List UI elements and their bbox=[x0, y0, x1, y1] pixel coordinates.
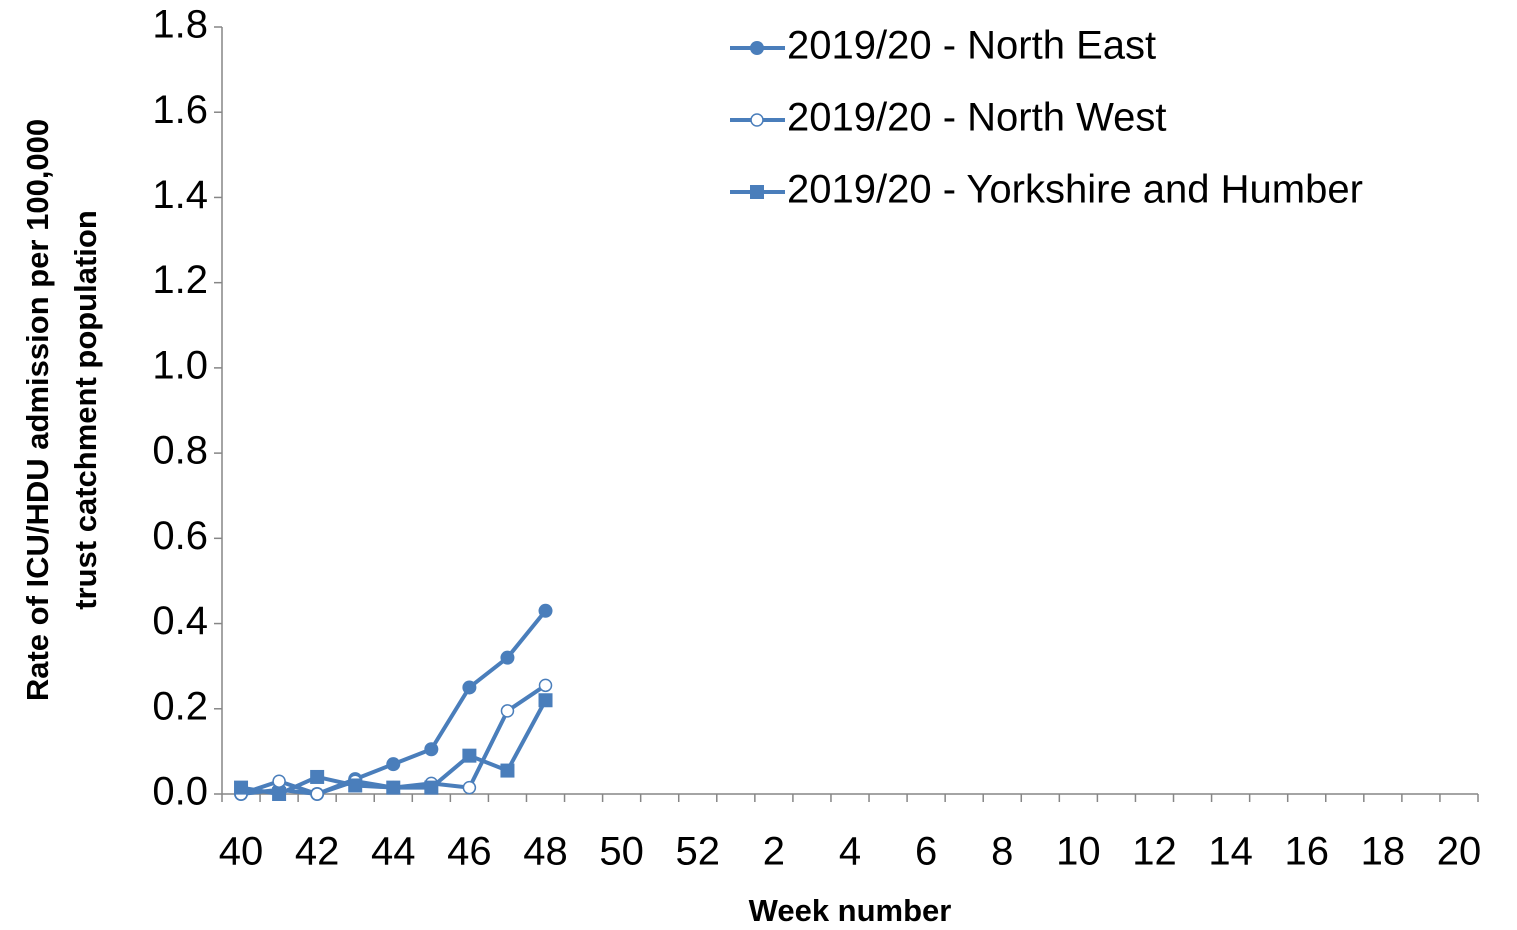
series bbox=[234, 693, 553, 801]
legend-entry: 2019/20 - Yorkshire and Humber bbox=[730, 168, 1363, 212]
marker bbox=[750, 113, 764, 127]
y-tick-label: 1.8 bbox=[152, 3, 208, 47]
marker bbox=[462, 748, 477, 763]
x-tick-label: 42 bbox=[295, 830, 340, 874]
x-tick-label: 10 bbox=[1056, 830, 1101, 874]
x-tick-label: 20 bbox=[1437, 830, 1482, 874]
marker bbox=[538, 693, 553, 708]
x-tick-label: 6 bbox=[915, 830, 937, 874]
y-tick-label: 0.2 bbox=[152, 684, 208, 728]
x-tick-label: 2 bbox=[763, 830, 785, 874]
marker bbox=[310, 787, 324, 801]
marker bbox=[750, 185, 764, 199]
marker bbox=[462, 680, 477, 695]
x-tick-label: 44 bbox=[371, 830, 416, 874]
y-tick-label: 1.2 bbox=[152, 258, 208, 302]
y-tick-label: 0.0 bbox=[152, 770, 208, 814]
y-tick-label: 1.6 bbox=[152, 88, 208, 132]
x-tick-label: 16 bbox=[1284, 830, 1329, 874]
x-tick-label: 50 bbox=[599, 830, 644, 874]
marker bbox=[500, 650, 515, 665]
legend-entry: 2019/20 - North East bbox=[730, 24, 1156, 68]
x-tick-label: 14 bbox=[1208, 830, 1253, 874]
legend-label: 2019/20 - North East bbox=[787, 24, 1156, 68]
marker bbox=[538, 678, 553, 693]
x-tick-label: 46 bbox=[447, 830, 492, 874]
x-tick-label: 12 bbox=[1132, 830, 1177, 874]
marker bbox=[272, 774, 286, 788]
marker bbox=[538, 603, 553, 618]
marker bbox=[386, 780, 401, 795]
x-tick-label: 8 bbox=[991, 830, 1013, 874]
marker bbox=[750, 41, 764, 55]
marker bbox=[424, 780, 439, 795]
y-axis-title-line: Rate of ICU/HDU admission per 100,000 bbox=[20, 119, 55, 701]
y-tick-label: 0.8 bbox=[152, 429, 208, 473]
legend-label: 2019/20 - North West bbox=[787, 96, 1166, 140]
line bbox=[240, 699, 548, 797]
x-tick-label: 52 bbox=[676, 830, 721, 874]
y-tick-label: 0.4 bbox=[152, 599, 208, 643]
marker bbox=[462, 780, 477, 795]
y-axis-title-line: trust catchment population bbox=[68, 210, 103, 610]
x-axis-title: Week number bbox=[749, 893, 952, 928]
y-tick-label: 0.6 bbox=[152, 514, 208, 558]
x-tick-label: 48 bbox=[523, 830, 568, 874]
line bbox=[240, 683, 547, 797]
marker bbox=[424, 742, 439, 757]
y-tick-label: 1.0 bbox=[152, 343, 208, 387]
x-tick-label: 4 bbox=[839, 830, 861, 874]
y-axis-title: Rate of ICU/HDU admission per 100,000 tr… bbox=[20, 119, 103, 701]
legend-label: 2019/20 - Yorkshire and Humber bbox=[787, 168, 1363, 212]
x-tick-label: 40 bbox=[219, 830, 264, 874]
y-tick-label: 1.4 bbox=[152, 173, 208, 217]
legend-entry: 2019/20 - North West bbox=[730, 96, 1166, 140]
marker bbox=[500, 763, 515, 778]
marker bbox=[500, 704, 515, 718]
marker bbox=[272, 787, 287, 801]
marker bbox=[348, 778, 363, 793]
marker bbox=[234, 780, 249, 795]
marker bbox=[386, 757, 401, 772]
marker bbox=[310, 769, 325, 784]
x-tick-label: 18 bbox=[1361, 830, 1406, 874]
